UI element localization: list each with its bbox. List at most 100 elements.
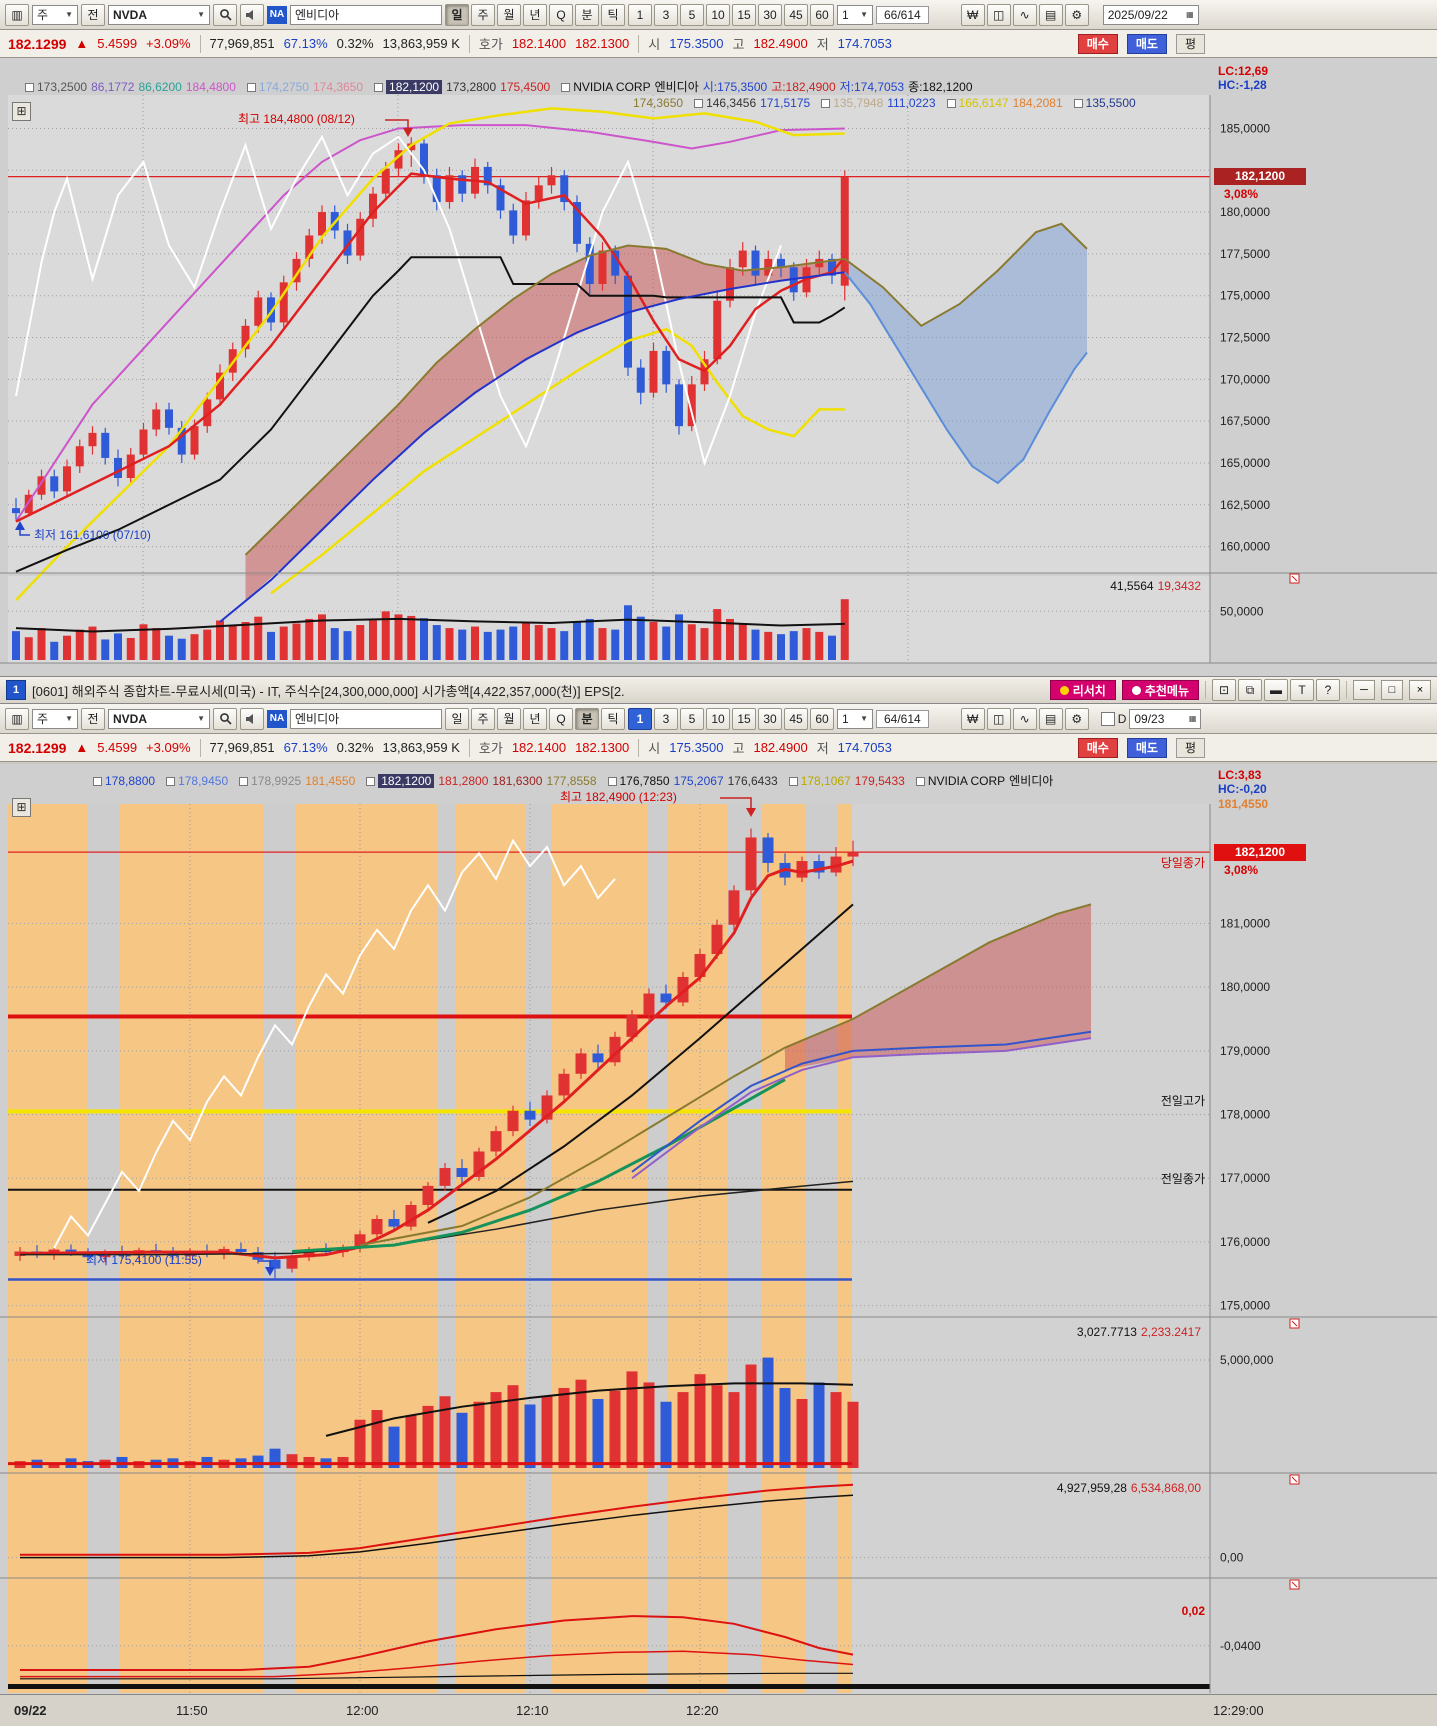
date-field[interactable]: 09/23 ▦ xyxy=(1129,708,1202,729)
daily-tool-∿[interactable]: ∿ xyxy=(1012,3,1037,26)
minute-minute-5[interactable]: 5 xyxy=(680,707,704,730)
grid-tool-icon[interactable]: ⊞ xyxy=(12,102,31,121)
axis-time: 12:20 xyxy=(686,1703,719,1718)
d-checkbox[interactable] xyxy=(1100,711,1115,726)
legend-item: 182,1200 xyxy=(378,774,435,788)
date-field[interactable]: 2025/09/22 ▦ xyxy=(1102,4,1199,25)
timeframe-dropdown[interactable]: 주 ▼ xyxy=(32,4,78,25)
minute-period-년[interactable]: 년 xyxy=(523,707,547,730)
minute-period-월[interactable]: 월 xyxy=(497,707,521,730)
legend-item: NVIDIA CORP xyxy=(927,774,1006,788)
sell-button[interactable]: 매도 xyxy=(1126,737,1167,758)
research-button[interactable]: 리서치 xyxy=(1049,680,1116,700)
daily-period-Q[interactable]: Q xyxy=(549,3,573,26)
trade-value: 13,863,959 K xyxy=(382,36,460,51)
daily-period-년[interactable]: 년 xyxy=(523,3,547,26)
chart-layout-icon[interactable]: ▥ xyxy=(5,707,29,730)
daily-minute-5[interactable]: 5 xyxy=(680,3,704,26)
indicator-extra-value: 181,4550 xyxy=(1218,797,1269,811)
search-icon[interactable] xyxy=(213,707,237,730)
minute-period-틱[interactable]: 틱 xyxy=(601,707,625,730)
buy-button[interactable]: 매수 xyxy=(1077,33,1118,54)
minute-chart-svg[interactable]: 181,0000 180,0000 179,0000 178,0000 177,0000… xyxy=(0,764,1437,1726)
minute-tool-∿[interactable]: ∿ xyxy=(1012,707,1037,730)
prev-stock-button[interactable]: 전 xyxy=(81,3,105,26)
daily-minute-60[interactable]: 60 xyxy=(810,3,834,26)
search-icon[interactable] xyxy=(213,3,237,26)
daily-period-주[interactable]: 주 xyxy=(471,3,495,26)
window-tool-?[interactable]: ? xyxy=(1316,679,1340,701)
prev-stock-button[interactable]: 전 xyxy=(81,707,105,730)
close-button[interactable]: × xyxy=(1409,680,1431,700)
minute-minute-1[interactable]: 1 xyxy=(628,707,652,730)
daily-tool-₩[interactable]: ₩ xyxy=(960,3,985,26)
daily-chart-svg[interactable]: 185,0000 180,0000 177,5000 175,0000 172,5000… xyxy=(0,58,1437,676)
daily-minute-1[interactable]: 1 xyxy=(628,3,652,26)
daily-tool-⚙[interactable]: ⚙ xyxy=(1064,3,1089,26)
stock-name-field[interactable]: 엔비디아 xyxy=(290,4,442,25)
minute-period-주[interactable]: 주 xyxy=(471,707,495,730)
sell-button[interactable]: 매도 xyxy=(1126,33,1167,54)
minute-dropdown[interactable]: 1 ▼ xyxy=(837,4,873,25)
grid-tool-icon[interactable]: ⊞ xyxy=(12,798,31,817)
daily-period-일[interactable]: 일 xyxy=(445,3,469,26)
daily-legend-row2: 174,3650 146,3456 171,5175 135,7948 111,0223… xyxy=(633,96,1140,110)
high-label: 고 xyxy=(732,741,745,756)
minute-tool-⚙[interactable]: ⚙ xyxy=(1064,707,1089,730)
minute-period-일[interactable]: 일 xyxy=(445,707,469,730)
minute-minute-30[interactable]: 30 xyxy=(758,707,782,730)
minute-period-Q[interactable]: Q xyxy=(549,707,573,730)
minute-tool-₩[interactable]: ₩ xyxy=(960,707,985,730)
recommend-menu-button[interactable]: 추천메뉴 xyxy=(1121,680,1199,700)
minute-minute-15[interactable]: 15 xyxy=(732,707,756,730)
chart-layout-icon[interactable]: ▥ xyxy=(5,3,29,26)
time-axis[interactable]: 09/22 11:50 12:00 12:10 12:20 12:29:00 xyxy=(0,1694,1437,1726)
minute-minute-10[interactable]: 10 xyxy=(706,707,730,730)
sound-icon[interactable] xyxy=(240,3,264,26)
svg-text:180,0000: 180,0000 xyxy=(1220,980,1270,994)
daily-period-틱[interactable]: 틱 xyxy=(601,3,625,26)
window-tool-⧉[interactable]: ⧉ xyxy=(1238,679,1262,701)
symbol-input[interactable]: NVDA ▼ xyxy=(108,708,210,729)
daily-period-분[interactable]: 분 xyxy=(575,3,599,26)
volume-ratio: 67.13% xyxy=(283,36,328,51)
buy-button[interactable]: 매수 xyxy=(1077,737,1118,758)
minute-period-분[interactable]: 분 xyxy=(575,707,599,730)
daily-minute-15[interactable]: 15 xyxy=(732,3,756,26)
sound-icon[interactable] xyxy=(240,707,264,730)
minute-minute-45[interactable]: 45 xyxy=(784,707,808,730)
minute-tool-▤[interactable]: ▤ xyxy=(1038,707,1063,730)
legend-swatch xyxy=(366,777,376,787)
maximize-button[interactable]: □ xyxy=(1381,680,1403,700)
daily-minute-30[interactable]: 30 xyxy=(758,3,782,26)
daily-minute-10[interactable]: 10 xyxy=(706,3,730,26)
minute-minute-60[interactable]: 60 xyxy=(810,707,834,730)
window-tool-T[interactable]: T xyxy=(1290,679,1314,701)
window-tool-icons: ⊡ ⧉ ▬ T? xyxy=(1212,679,1340,701)
window-tool-▬[interactable]: ▬ xyxy=(1264,679,1288,701)
avg-button[interactable]: 평 xyxy=(1175,737,1205,758)
daily-tool-◫[interactable]: ◫ xyxy=(986,3,1011,26)
legend-item: 174,2750 xyxy=(258,80,309,94)
symbol-input[interactable]: NVDA ▼ xyxy=(108,4,210,25)
avg-button[interactable]: 평 xyxy=(1175,33,1205,54)
minimize-button[interactable]: ─ xyxy=(1353,680,1375,700)
minute-minute-3[interactable]: 3 xyxy=(654,707,678,730)
minute-tool-◫[interactable]: ◫ xyxy=(986,707,1011,730)
minute-dropdown[interactable]: 1 ▼ xyxy=(837,708,873,729)
date-value: 2025/09/22 xyxy=(1107,7,1168,22)
window-tool-⊡[interactable]: ⊡ xyxy=(1212,679,1236,701)
calendar-icon: ▦ xyxy=(1188,714,1197,723)
daily-minute-3[interactable]: 3 xyxy=(654,3,678,26)
legend-swatch xyxy=(374,83,384,93)
low-annotation: 최저 175,4100 (11:55) xyxy=(86,1253,202,1267)
svg-text:181,0000: 181,0000 xyxy=(1220,916,1270,930)
daily-minute-45[interactable]: 45 xyxy=(784,3,808,26)
daily-period-월[interactable]: 월 xyxy=(497,3,521,26)
window-index-icon: 1 xyxy=(6,680,26,700)
timeframe-dropdown[interactable]: 주 ▼ xyxy=(32,708,78,729)
stock-name-field[interactable]: 엔비디아 xyxy=(290,708,442,729)
legend-item: 2,233.2417 xyxy=(1140,1325,1201,1339)
stock-name: 엔비디아 xyxy=(295,8,340,22)
daily-tool-▤[interactable]: ▤ xyxy=(1038,3,1063,26)
